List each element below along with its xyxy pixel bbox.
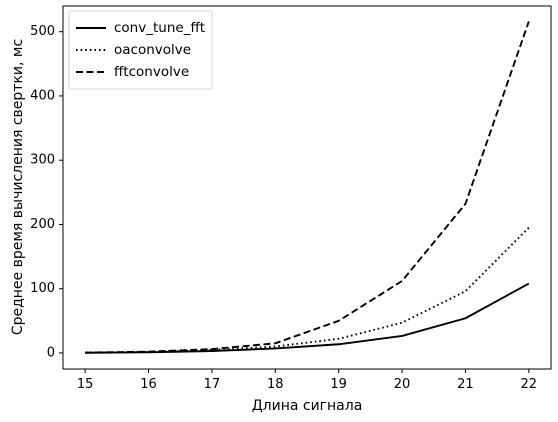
x-tick-label: 22 — [521, 377, 538, 392]
x-tick-label: 19 — [330, 377, 347, 392]
y-tick-label: 500 — [30, 24, 55, 39]
legend-label-conv_tune_fft: conv_tune_fft — [114, 20, 205, 36]
y-tick-label: 100 — [30, 281, 55, 296]
legend-label-oaconvolve: oaconvolve — [114, 42, 191, 58]
legend-box — [68, 10, 213, 90]
y-tick-label: 200 — [30, 217, 55, 232]
x-axis-label: Длина сигнала — [252, 398, 363, 414]
x-tick-label: 18 — [267, 377, 284, 392]
y-axis-label: Среднее время вычисления свертки, мс — [10, 39, 26, 335]
legend-label-fftconvolve: fftconvolve — [114, 64, 189, 80]
x-tick-label: 21 — [457, 377, 474, 392]
plot-area: 15 16 17 18 19 20 21 22 0 100 200 300 400 500 conv_tun… — [30, 5, 552, 392]
series-line-fftconvolve — [85, 21, 530, 354]
x-tick-label: 17 — [204, 377, 221, 392]
y-tick-label: 400 — [30, 88, 55, 103]
x-tick-label: 16 — [140, 377, 157, 392]
y-tick-label: 0 — [47, 345, 55, 360]
y-tick-label: 300 — [30, 153, 55, 168]
x-tick-label: 20 — [394, 377, 411, 392]
x-tick-label: 15 — [77, 377, 94, 392]
y-axis-label-group: Среднее время вычисления свертки, мс — [10, 39, 26, 335]
plot-frame — [62, 5, 552, 370]
